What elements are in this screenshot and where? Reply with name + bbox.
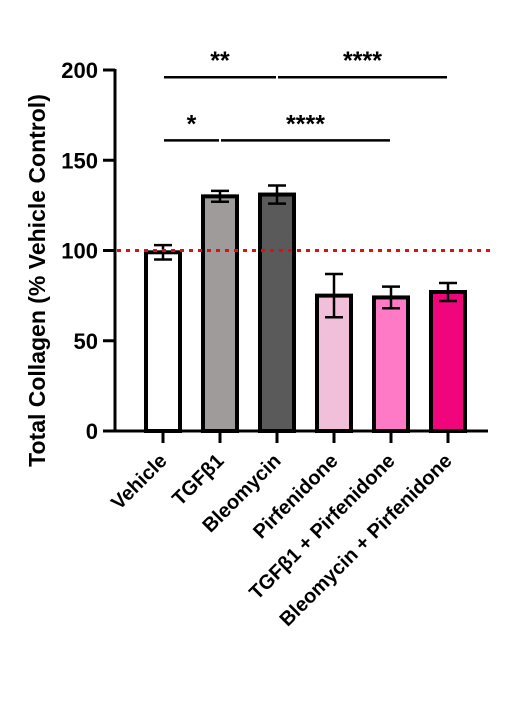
bar-1 — [201, 194, 239, 433]
y-tick-label-4: 200 — [61, 58, 98, 83]
significance-label-3: **** — [343, 47, 382, 75]
significance-label-1: **** — [286, 110, 325, 138]
bar-2 — [258, 192, 296, 433]
x-category-label-0: Vehicle — [107, 450, 171, 514]
error-bar-0 — [154, 243, 172, 261]
bar-4 — [372, 295, 410, 433]
error-bar-4 — [382, 285, 400, 310]
y-tick-label-3: 150 — [61, 148, 98, 173]
significance-label-2: ** — [210, 47, 230, 75]
error-bar-5 — [439, 281, 457, 303]
bar-0 — [144, 250, 182, 433]
error-bar-2 — [268, 184, 286, 205]
y-axis-title: Total Collagen (% Vehicle Control) — [24, 94, 50, 467]
y-tick-label-1: 50 — [74, 329, 98, 354]
error-bar-3 — [325, 272, 343, 319]
error-bar-1 — [211, 189, 229, 204]
bar-5 — [429, 290, 467, 434]
y-tick-label-2: 100 — [61, 239, 98, 264]
y-tick-label-0: 0 — [86, 419, 98, 444]
significance-label-0: * — [187, 110, 197, 138]
